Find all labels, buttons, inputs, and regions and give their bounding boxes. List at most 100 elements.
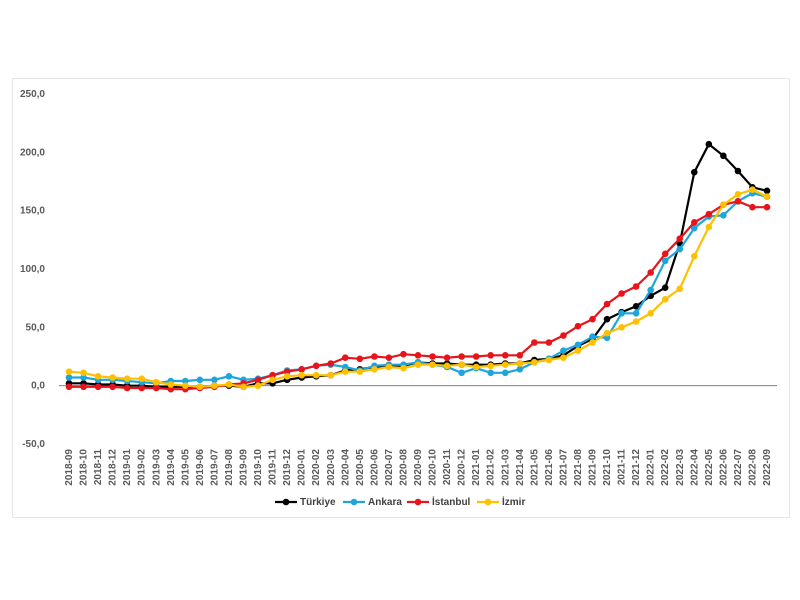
x-tick-label: 2022-08 [747,449,758,486]
data-point [152,384,160,392]
data-point [167,385,175,393]
x-tick-label: 2021-12 [631,449,642,486]
data-point [65,368,73,375]
legend-item: İzmir [477,495,525,508]
x-tick-label: 2022-04 [689,449,700,486]
x-tick-label: 2021-02 [486,449,497,486]
data-point [589,333,596,340]
data-point [705,210,713,218]
data-point [65,374,73,381]
data-point [211,376,218,384]
data-point [414,352,422,359]
y-axis-ticks: -50,0 0,0 50,0 100,0 150,0 200,0 250,0 [20,89,45,450]
data-point [443,362,451,370]
data-point [603,334,611,342]
data-point [152,378,160,386]
data-point [356,355,364,363]
data-point [312,371,320,379]
x-tick-label: 2021-03 [500,449,511,486]
data-point [283,373,291,380]
x-tick-label: 2019-04 [166,449,177,486]
x-tick-label: 2021-04 [515,449,526,486]
legend-marker [484,498,492,506]
x-tick-label: 2022-03 [675,449,686,486]
data-point [80,369,87,377]
data-point [632,283,640,290]
data-point [400,364,407,372]
x-tick-label: 2018-09 [64,449,75,486]
legend-marker [350,498,358,506]
x-tick-label: 2020-01 [297,449,308,486]
x-tick-label: 2022-09 [762,449,773,486]
legend-item: Ankara [343,497,402,508]
x-tick-label: 2018-12 [108,449,119,486]
data-point [458,353,465,360]
x-tick-label: 2018-10 [79,449,90,486]
data-point [487,362,495,370]
data-point [109,383,116,391]
data-point [94,373,102,380]
data-point [661,250,669,258]
data-point [603,329,611,337]
x-tick-label: 2019-05 [180,449,191,486]
data-point [734,191,742,198]
data-point [531,359,538,366]
data-point [385,354,393,361]
x-tick-label: 2022-07 [733,449,744,486]
x-tick-label: 2021-10 [602,449,613,486]
x-tick-label: 2022-06 [718,449,729,486]
x-tick-label: 2019-03 [151,449,162,486]
data-point [690,224,698,232]
y-tick-label: 0,0 [31,381,45,392]
data-point [545,339,553,346]
data-point [94,383,102,391]
data-point [661,257,669,265]
data-point [734,198,742,205]
data-point [182,377,189,385]
x-tick-label: 2020-08 [398,449,409,486]
x-tick-label: 2019-12 [282,449,293,486]
data-point [720,212,727,219]
x-tick-label: 2020-11 [442,449,453,486]
chart-frame: -50,0 0,0 50,0 100,0 150,0 200,0 250,0 2018-09… [12,78,790,518]
x-tick-label: 2020-05 [355,449,366,486]
data-point [705,140,713,148]
legend-label: Ankara [368,497,402,508]
data-point [560,354,567,361]
x-tick-label: 2020-04 [340,449,351,486]
data-point [487,352,495,359]
data-point [65,383,73,391]
data-point [167,381,175,388]
x-tick-label: 2019-01 [122,449,133,486]
data-point [254,382,262,389]
data-point [283,368,291,375]
data-point [647,286,654,294]
data-point [138,384,146,392]
x-tick-label: 2020-10 [428,449,439,486]
data-point [400,350,407,358]
data-point [603,315,611,323]
data-point [676,235,684,242]
data-point [589,315,596,323]
data-point [676,285,684,293]
data-point [705,223,713,231]
data-point [341,354,349,361]
x-tick-label: 2020-02 [311,449,322,486]
data-point [501,361,509,368]
data-point [720,152,727,160]
data-point [472,363,480,371]
data-point [749,186,756,193]
data-point [443,354,451,361]
series-i̇stanbul [65,198,771,393]
y-tick-label: -50,0 [22,439,45,450]
x-tick-label: 2019-06 [195,449,206,486]
legend: Türkiye Ankara İstanbul İzmir [275,495,525,508]
legend-label: İstanbul [432,495,471,508]
y-tick-label: 150,0 [20,206,45,217]
series-i̇zmir [65,186,771,391]
data-point [574,347,582,354]
data-point [516,360,524,367]
data-point [109,374,116,381]
x-tick-label: 2020-09 [413,449,424,486]
data-point [647,310,654,317]
